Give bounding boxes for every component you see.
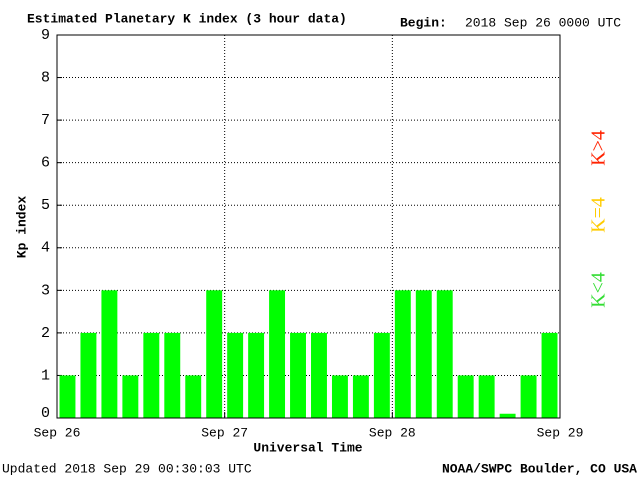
- x-tick-label: Sep 26: [34, 425, 81, 440]
- bar: [520, 375, 537, 418]
- bar: [290, 332, 306, 418]
- legend-label: K>4: [588, 130, 610, 166]
- y-tick-label: 0: [41, 405, 50, 422]
- y-tick-label: 3: [41, 282, 50, 299]
- x-tick-label: Sep 27: [201, 425, 248, 440]
- chart-title: Estimated Planetary K index (3 hour data…: [27, 11, 347, 26]
- bar: [80, 332, 97, 418]
- y-tick-label: 1: [41, 367, 50, 384]
- y-axis-label: Kp index: [14, 196, 29, 259]
- bar: [436, 290, 453, 418]
- bar: [457, 375, 474, 418]
- bar: [331, 375, 348, 418]
- begin-value: 2018 Sep 26 0000 UTC: [465, 15, 621, 30]
- legend-label: K=4: [588, 197, 610, 233]
- y-tick-label: 2: [41, 325, 50, 342]
- y-tick-label: 8: [41, 70, 50, 87]
- bar: [206, 290, 223, 418]
- footer-credit: NOAA/SWPC Boulder, CO USA: [442, 461, 637, 476]
- bar: [394, 290, 411, 418]
- y-tick-label: 5: [41, 197, 50, 214]
- bar: [269, 290, 286, 418]
- bar: [101, 290, 118, 418]
- begin-label: Begin:: [400, 15, 447, 30]
- footer-updated: Updated 2018 Sep 29 00:30:03 UTC: [2, 461, 252, 476]
- y-tick-label: 6: [41, 155, 50, 172]
- bar: [59, 375, 76, 418]
- bar: [164, 332, 181, 418]
- bar: [373, 332, 390, 418]
- bar: [227, 332, 244, 418]
- bar: [122, 375, 139, 418]
- y-tick-label: 9: [41, 27, 50, 44]
- y-tick-label: 7: [41, 112, 50, 129]
- bar: [185, 375, 202, 418]
- bar: [478, 375, 495, 418]
- legend-label: K<4: [588, 272, 610, 308]
- x-tick-label: Sep 28: [369, 425, 416, 440]
- bar: [311, 332, 327, 418]
- bar: [415, 290, 432, 418]
- y-tick-label: 4: [41, 240, 50, 257]
- x-axis-label: Universal Time: [253, 440, 362, 455]
- bar: [248, 332, 265, 418]
- bar: [352, 375, 369, 418]
- plot-frame: [56, 34, 561, 419]
- bar: [541, 332, 558, 418]
- bar: [499, 413, 516, 418]
- bar: [143, 332, 160, 418]
- x-tick-label: Sep 29: [537, 425, 584, 440]
